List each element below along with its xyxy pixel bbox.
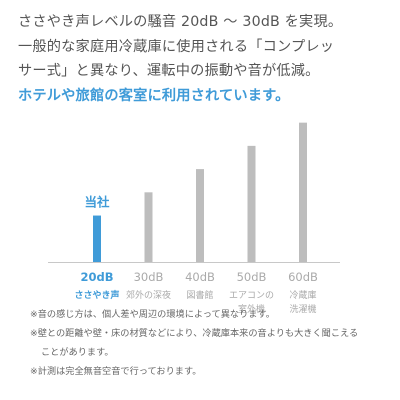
tick-label: 40dB <box>185 270 215 284</box>
intro-text: ささやき声レベルの騒音 20dB 〜 30dB を実現。 一般的な家庭用冷蔵庫に… <box>18 10 388 108</box>
footnote: ※壁との距離や壁・床の材質などにより、冷蔵庫本来の音よりも大きく聞こえる <box>30 328 359 339</box>
bar-20dB <box>93 215 101 262</box>
category-caption: 冷蔵庫 <box>289 289 316 301</box>
category-caption: 郊外の深夜 <box>126 289 171 301</box>
tick-label: 50dB <box>237 270 267 284</box>
footnote: ※計測は完全無音空音で行っております。 <box>30 366 202 377</box>
intro-highlight: ホテルや旅館の客室に利用されています。 <box>18 87 290 104</box>
intro-line: ささやき声レベルの騒音 20dB 〜 30dB を実現。 <box>18 14 343 30</box>
bar-highlight-label: 当社 <box>84 195 110 210</box>
intro-line: サー式」と異なり、運転中の振動や音が低減。 <box>18 63 320 79</box>
category-caption: エアコンの <box>229 291 274 301</box>
bar-60dB <box>299 122 307 262</box>
tick-label: 60dB <box>288 270 318 284</box>
tick-label: 20dB <box>80 270 113 284</box>
footnotes: ※音の感じ方は、個人差や周辺の環境によって異なります。 ※壁との距離や壁・床の材… <box>30 305 390 381</box>
category-caption: 室外機 <box>238 303 265 315</box>
tick-label: 30dB <box>134 270 164 284</box>
bar-50dB <box>247 145 256 262</box>
footnote: ※音の感じ方は、個人差や周辺の環境によって異なります。 <box>30 309 275 320</box>
footnote: ことがあります。 <box>41 347 114 358</box>
category-caption: 洗濯機 <box>289 303 316 315</box>
category-caption: 図書館 <box>186 289 213 301</box>
intro-line: 一般的な家庭用冷蔵庫に使用される「コンプレッ <box>18 38 335 55</box>
bar-40dB <box>196 169 204 262</box>
bar-30dB <box>144 192 153 262</box>
category-caption: ささやき声 <box>74 289 119 301</box>
